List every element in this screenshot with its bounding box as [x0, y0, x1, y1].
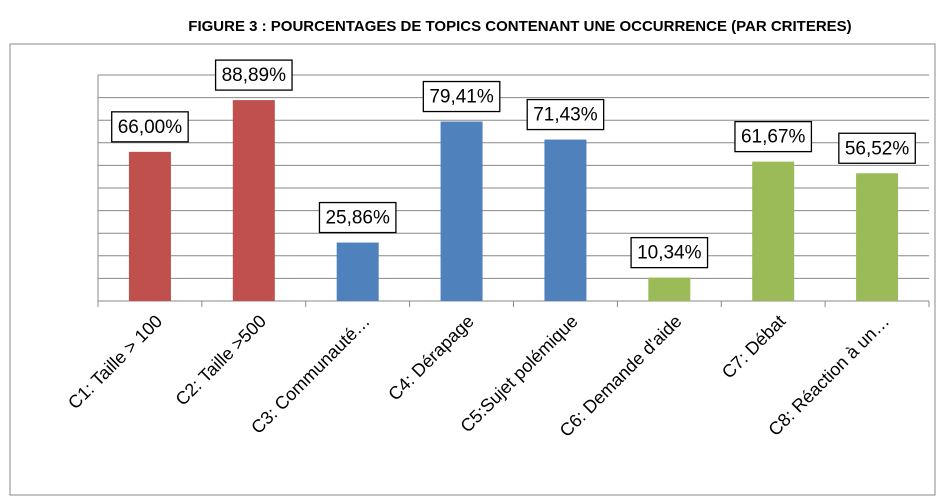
bar — [648, 277, 691, 301]
x-tick-label: C1: Taille > 100 — [64, 311, 166, 413]
value-label: 88,89% — [222, 65, 287, 86]
bar — [336, 242, 379, 301]
value-label: 66,00% — [118, 117, 183, 138]
value-label-box — [318, 201, 397, 234]
x-tick-label: C7: Débat — [718, 311, 789, 382]
value-label-box — [734, 120, 813, 153]
value-label-box — [630, 236, 709, 269]
chart-border — [9, 43, 936, 496]
bar — [856, 173, 899, 301]
value-label: 25,86% — [325, 208, 390, 229]
bar — [128, 151, 171, 301]
x-tick-label: C5:Sujet polémique — [456, 311, 581, 436]
value-label: 61,67% — [741, 127, 806, 148]
value-label-box — [111, 111, 189, 143]
value-label: 79,41% — [429, 87, 494, 108]
value-label: 10,34% — [637, 243, 702, 264]
bar — [440, 121, 483, 301]
value-label-box — [422, 80, 501, 113]
value-label: 71,43% — [533, 105, 598, 126]
x-tick-label: C2: Taille >500 — [172, 311, 270, 409]
x-tick-label: C3: Communauté… — [247, 311, 374, 438]
bar — [232, 100, 275, 301]
value-label-box — [526, 98, 605, 131]
chart-title: FIGURE 3 : POURCENTAGES DE TOPICS CONTEN… — [188, 18, 851, 35]
value-label: 56,52% — [845, 138, 910, 159]
bar — [752, 161, 795, 301]
value-label-box — [838, 132, 916, 164]
bar — [544, 139, 587, 301]
x-tick-label: C4: Dérapage — [384, 311, 477, 404]
value-label-box — [214, 59, 293, 91]
